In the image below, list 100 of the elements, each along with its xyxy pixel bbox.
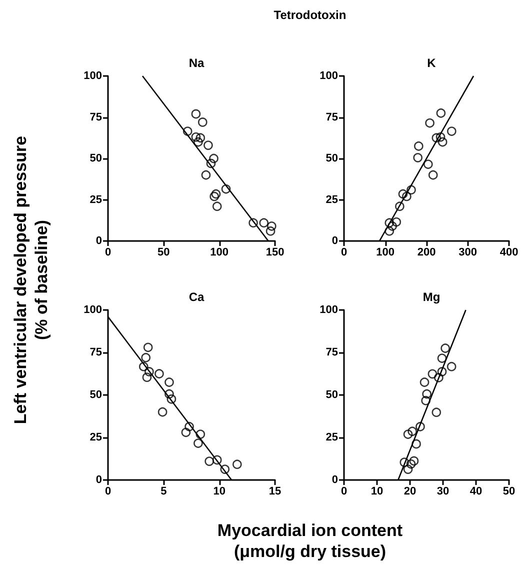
point	[181, 428, 191, 438]
point	[212, 455, 222, 465]
y-tick-label: 75	[326, 111, 338, 124]
x-tick-label: 400	[500, 246, 518, 258]
x-tick-label: 10	[213, 486, 226, 498]
point	[204, 456, 214, 466]
point	[395, 202, 404, 211]
point	[414, 141, 424, 151]
point	[428, 369, 438, 379]
point	[184, 422, 194, 432]
point	[421, 396, 430, 406]
y-tick-label: 75	[90, 111, 102, 124]
x-tick-label: 10	[370, 486, 384, 498]
point	[196, 430, 206, 439]
x-tick-label: 50	[502, 486, 516, 498]
point	[437, 354, 447, 363]
point	[446, 362, 456, 372]
y-tick-label: 50	[90, 389, 102, 401]
x-tick-label: 300	[458, 246, 477, 258]
x-axis-title: Myocardial ion content (μmol/g dry tissue)	[216, 520, 404, 562]
y-tick-label: 75	[90, 346, 102, 358]
point	[210, 192, 219, 202]
text: Tetrodotoxin	[272, 8, 348, 22]
point	[196, 133, 206, 143]
y-tick-label: 75	[326, 346, 338, 358]
point	[447, 126, 456, 136]
point	[413, 153, 422, 162]
x-tick-label: 5	[160, 486, 167, 498]
point	[259, 218, 269, 228]
chart-title: K	[427, 56, 436, 70]
y-tick-label: 0	[96, 474, 102, 486]
point	[409, 456, 419, 466]
point	[191, 132, 201, 142]
point	[425, 118, 434, 128]
point	[143, 342, 153, 352]
chart-title: Mg	[422, 290, 440, 304]
point	[206, 158, 216, 168]
x-tick-label: 30	[436, 486, 450, 498]
point	[392, 217, 402, 227]
point	[436, 108, 446, 118]
point	[422, 389, 432, 399]
point	[266, 226, 276, 236]
y-axis-title: Left ventricular developed pressure (% of baseline)	[10, 134, 52, 426]
point	[201, 170, 211, 180]
point	[428, 170, 438, 180]
x-tick-label: 0	[340, 486, 348, 498]
y-tick-label: 25	[90, 194, 102, 206]
point	[424, 160, 433, 169]
y-tick-label: 100	[84, 70, 102, 82]
x-tick-label: 20	[404, 486, 416, 498]
point	[248, 218, 258, 228]
point	[221, 184, 231, 194]
point	[432, 133, 442, 143]
point	[436, 132, 446, 142]
chart-title: Ca	[188, 290, 204, 304]
y-tick-label: 0	[332, 235, 338, 247]
point	[406, 459, 416, 469]
point	[398, 189, 408, 199]
point	[432, 408, 442, 417]
point	[142, 372, 152, 382]
point	[164, 389, 174, 399]
x-tick-label: 100	[210, 246, 229, 258]
point	[194, 137, 203, 147]
point	[204, 140, 213, 150]
y-tick-label: 50	[326, 152, 338, 164]
point	[400, 458, 410, 467]
point	[138, 362, 148, 372]
point	[408, 426, 417, 436]
y-tick-label: 0	[96, 235, 102, 247]
point	[388, 222, 397, 231]
y-tick-label: 100	[84, 304, 102, 316]
x-tick-label: 50	[158, 246, 170, 258]
point	[220, 464, 230, 474]
point	[412, 439, 421, 449]
x-tick-label: 0	[104, 246, 112, 258]
y-tick-label: 50	[90, 152, 102, 164]
point	[182, 126, 192, 136]
point	[158, 407, 168, 417]
x-tick-label: 40	[470, 486, 482, 498]
point	[212, 202, 222, 211]
y-tick-label: 0	[332, 474, 338, 486]
point	[402, 192, 412, 202]
y-tick-label: 50	[326, 389, 338, 401]
point	[209, 154, 218, 164]
x-tick-label: 200	[417, 246, 436, 258]
y-tick-label: 100	[320, 304, 338, 316]
point	[198, 118, 208, 127]
point	[384, 218, 394, 228]
x-tick-label: 15	[268, 486, 282, 498]
point	[154, 369, 164, 378]
point	[384, 226, 394, 236]
x-tick-label: 0	[104, 486, 112, 498]
chart-title: Na	[188, 56, 204, 70]
point	[194, 438, 203, 448]
point	[403, 430, 413, 439]
point	[420, 378, 430, 387]
point	[232, 460, 242, 470]
point	[406, 185, 416, 194]
y-tick-label: 25	[326, 194, 338, 206]
x-tick-label: 0	[340, 246, 348, 258]
